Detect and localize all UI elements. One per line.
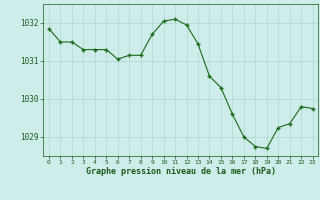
X-axis label: Graphe pression niveau de la mer (hPa): Graphe pression niveau de la mer (hPa) [86, 167, 276, 176]
